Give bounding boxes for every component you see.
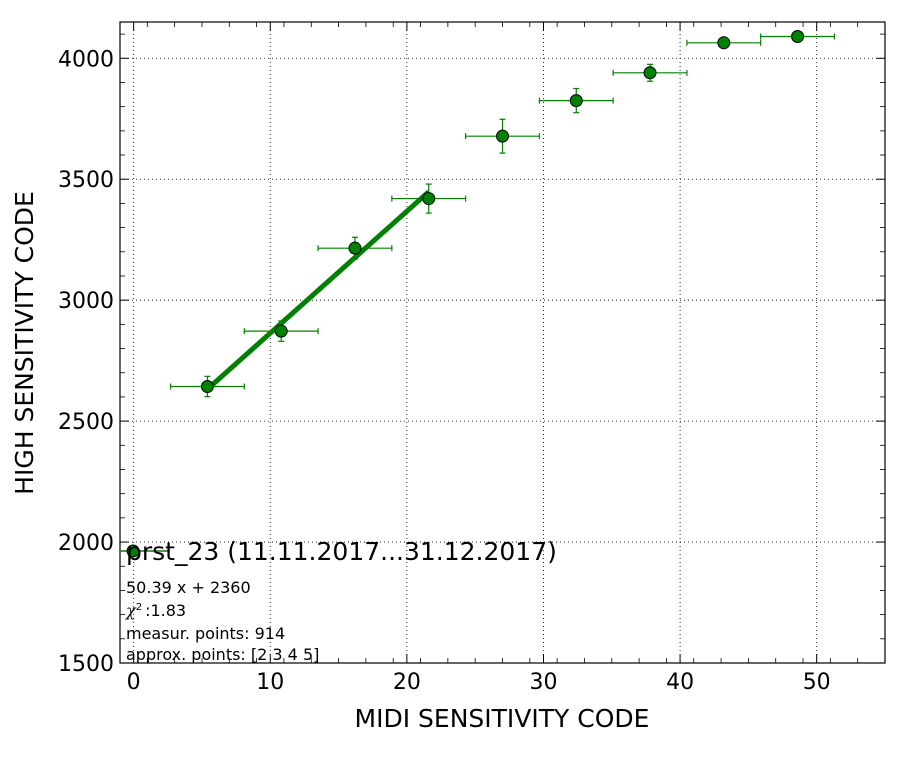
data-point (391, 183, 467, 214)
data-point (612, 63, 688, 82)
point-marker (717, 36, 731, 50)
chi-superscript: 2 (136, 602, 142, 613)
fit-line (205, 189, 431, 392)
x-tick-label: 40 (666, 670, 694, 695)
plot-frame (119, 21, 886, 664)
chi-value: :1.83 (145, 601, 186, 620)
data-point (317, 236, 393, 260)
ticks: 0 10 20 30 40 50 1500 2000 2500 3000 3500 4000 (58, 22, 886, 695)
x-tick-label: 50 (803, 670, 831, 695)
point-marker (643, 66, 657, 80)
legend-chi: χ2:1.83 (125, 601, 186, 620)
data-point (686, 36, 762, 50)
y-tick-label: 4000 (58, 47, 114, 72)
data-points (169, 30, 836, 398)
legend-measur-points: measur. points: 914 (126, 624, 285, 643)
y-tick-label: 1500 (58, 652, 114, 677)
y-tick-label: 3500 (58, 168, 114, 193)
point-marker (274, 324, 288, 338)
legend-approx-points: approx. points: [2 3 4 5] (126, 645, 319, 664)
fit-line-group (205, 189, 431, 392)
data-point (538, 87, 614, 114)
point-marker (200, 380, 214, 394)
data-point (760, 30, 836, 44)
y-tick-label: 2500 (58, 410, 114, 435)
legend-equation: 50.39 x + 2360 (126, 578, 251, 597)
point-marker (569, 94, 583, 108)
x-tick-label: 0 (127, 670, 141, 695)
data-point (243, 320, 319, 342)
grid (120, 22, 885, 663)
data-point (169, 375, 245, 398)
x-axis-label: MIDI SENSITIVITY CODE (355, 704, 650, 733)
legend: prst_23 (11.11.2017...31.12.2017) 50.39 … (120, 537, 557, 664)
chi-symbol: χ (125, 601, 137, 620)
y-tick-label: 2000 (58, 531, 114, 556)
data-point (465, 118, 540, 154)
x-tick-label: 20 (393, 670, 421, 695)
legend-title: prst_23 (11.11.2017...31.12.2017) (126, 537, 557, 566)
x-tick-label: 10 (256, 670, 284, 695)
point-marker (422, 192, 436, 206)
x-tick-label: 30 (529, 670, 557, 695)
point-marker (791, 30, 805, 44)
y-tick-label: 3000 (58, 289, 114, 314)
point-marker (348, 241, 362, 255)
legend-marker (126, 544, 140, 558)
y-axis-label: HIGH SENSITIVITY CODE (10, 191, 39, 495)
point-marker (496, 129, 509, 143)
